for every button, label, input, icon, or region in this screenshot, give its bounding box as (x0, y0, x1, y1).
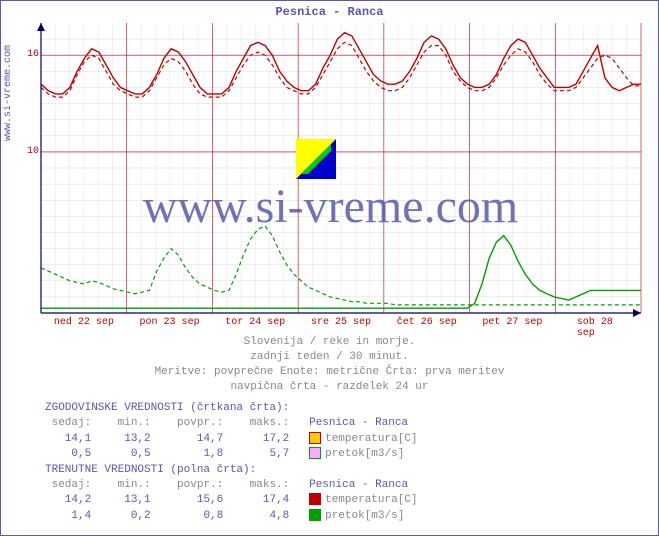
legend-swatch-icon (309, 493, 321, 505)
subtitle-line: zadnji teden / 30 minut. (1, 350, 658, 365)
chart-plot (41, 23, 641, 313)
station-name: Pesnica - Ranca (309, 479, 408, 491)
site-label-left: www.si-vreme.com (3, 45, 14, 141)
x-tick-label: pet 27 sep (482, 317, 542, 328)
table-row: 14,1 13,2 14,7 17,2 temperatura[C] (45, 432, 418, 447)
table-row: 1,4 0,2 0,8 4,8 pretok[m3/s] (45, 509, 418, 524)
table-row: 14,2 13,1 15,6 17,4 temperatura[C] (45, 493, 418, 508)
x-tick-label: sre 25 sep (311, 317, 371, 328)
legend-swatch-icon (309, 447, 321, 459)
series-label: temperatura[C] (325, 494, 417, 506)
station-name: Pesnica - Ranca (309, 417, 408, 429)
chart-title: Pesnica - Ranca (1, 1, 658, 19)
table-header-row: sedaj: min.: povpr.: maks.: Pesnica - Ra… (45, 478, 418, 493)
subtitle-line: Slovenija / reke in morje. (1, 335, 658, 350)
x-tick-label: tor 24 sep (225, 317, 285, 328)
series-label: pretok[m3/s] (325, 448, 404, 460)
series-label: pretok[m3/s] (325, 510, 404, 522)
legend-swatch-icon (309, 432, 321, 444)
curr-header: TRENUTNE VREDNOSTI (polna črta): (45, 463, 418, 478)
chart-container: Pesnica - Ranca www.si-vreme.com 10 16 ne… (0, 0, 659, 536)
series-label: temperatura[C] (325, 433, 417, 445)
chart-subtitle: Slovenija / reke in morje. zadnji teden … (1, 335, 658, 394)
subtitle-line: navpična črta - razdelek 24 ur (1, 380, 658, 395)
hist-header: ZGODOVINSKE VREDNOSTI (črtkana črta): (45, 401, 418, 416)
x-tick-label: pon 23 sep (140, 317, 200, 328)
data-tables: ZGODOVINSKE VREDNOSTI (črtkana črta): se… (45, 401, 418, 524)
table-row: 0,5 0,5 1,8 5,7 pretok[m3/s] (45, 447, 418, 462)
legend-swatch-icon (309, 509, 321, 521)
y-tick-label: 16 (21, 49, 39, 60)
y-tick-label: 10 (21, 146, 39, 157)
subtitle-line: Meritve: povprečne Enote: metrične Črta:… (1, 365, 658, 380)
x-tick-label: ned 22 sep (54, 317, 114, 328)
table-header-row: sedaj: min.: povpr.: maks.: Pesnica - Ra… (45, 416, 418, 431)
x-tick-label: čet 26 sep (397, 317, 457, 328)
x-axis-labels: ned 22 sep pon 23 sep tor 24 sep sre 25 sep… (41, 317, 641, 331)
watermark-logo-icon (296, 139, 336, 179)
